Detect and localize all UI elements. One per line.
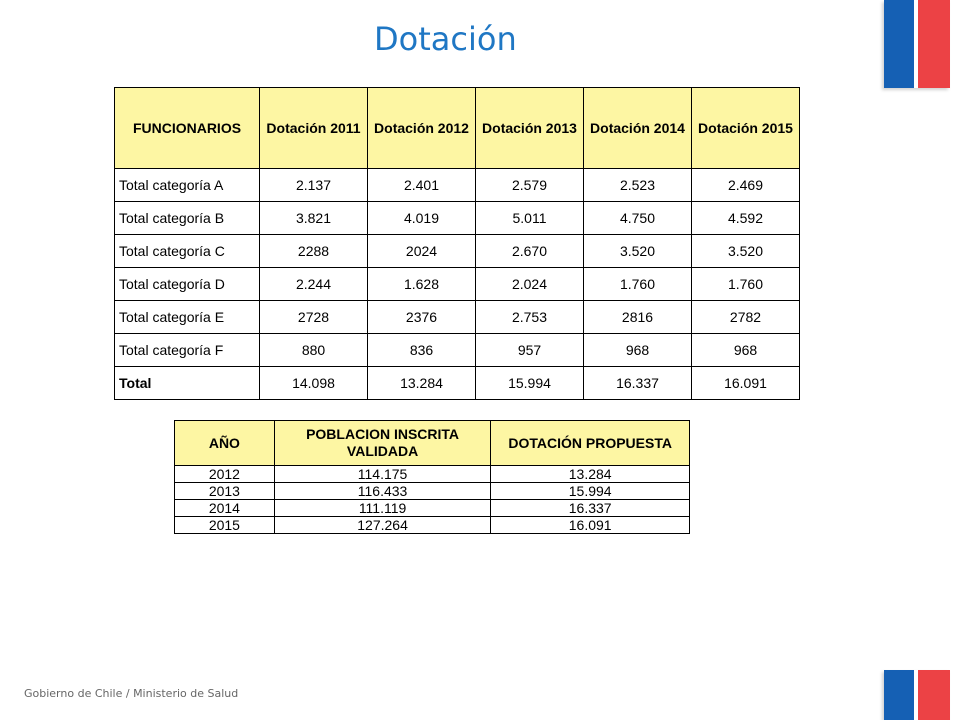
table-cell: 4.750	[583, 201, 692, 235]
table-cell: 111.119	[273, 499, 492, 517]
table-cell: 15.994	[475, 366, 584, 400]
table-header-row: AÑO POBLACION INSCRITA VALIDADA DOTACIÓN…	[174, 420, 690, 466]
footer-text: Gobierno de Chile / Ministerio de Salud	[24, 687, 239, 700]
table-row: 2012 114.175 13.284	[174, 465, 690, 483]
table-cell: 880	[259, 333, 368, 367]
row-label: Total categoría A	[114, 168, 260, 202]
table-cell: 2288	[259, 234, 368, 268]
table-cell: 2782	[691, 300, 800, 334]
table-cell: 14.098	[259, 366, 368, 400]
table-cell: 2.469	[691, 168, 800, 202]
table-cell: 1.760	[583, 267, 692, 301]
row-label: Total categoría C	[114, 234, 260, 268]
table-cell: 16.337	[583, 366, 692, 400]
table-cell: 3.821	[259, 201, 368, 235]
row-label: Total	[114, 366, 260, 400]
table-cell: 2014	[174, 499, 275, 517]
row-label: Total categoría D	[114, 267, 260, 301]
poblacion-table: AÑO POBLACION INSCRITA VALIDADA DOTACIÓN…	[174, 420, 690, 534]
header-cell: POBLACION INSCRITA VALIDADA	[273, 420, 492, 466]
table-cell: 16.091	[691, 366, 800, 400]
row-label: Total categoría B	[114, 201, 260, 235]
table-cell: 957	[475, 333, 584, 367]
table-cell: 2816	[583, 300, 692, 334]
table-cell: 2728	[259, 300, 368, 334]
table-cell: 4.019	[367, 201, 476, 235]
header-cell: DOTACIÓN PROPUESTA	[490, 420, 690, 466]
table-cell: 968	[583, 333, 692, 367]
table-cell: 114.175	[273, 465, 492, 483]
table-row: 2013 116.433 15.994	[174, 482, 690, 500]
table-cell: 2.523	[583, 168, 692, 202]
table-row: Total categoría E 2728 2376 2.753 2816 2…	[114, 300, 800, 334]
table-cell: 3.520	[691, 234, 800, 268]
table-row: Total categoría F 880 836 957 968 968	[114, 333, 800, 367]
table-cell: 2.670	[475, 234, 584, 268]
table-cell: 16.091	[490, 516, 690, 534]
table-cell: 2.579	[475, 168, 584, 202]
chile-flag-logo-bottom	[884, 670, 950, 720]
header-cell: Dotación 2012	[367, 87, 476, 169]
table-row: Total categoría B 3.821 4.019 5.011 4.75…	[114, 201, 800, 235]
table-cell: 2.137	[259, 168, 368, 202]
table-cell: 3.520	[583, 234, 692, 268]
dotacion-table: FUNCIONARIOS Dotación 2011 Dotación 2012…	[114, 87, 800, 400]
table-row: 2014 111.119 16.337	[174, 499, 690, 517]
table-cell: 1.760	[691, 267, 800, 301]
table-row: Total categoría C 2288 2024 2.670 3.520 …	[114, 234, 800, 268]
header-cell: Dotación 2011	[259, 87, 368, 169]
table-row: 2015 127.264 16.091	[174, 516, 690, 534]
header-cell: Dotación 2015	[691, 87, 800, 169]
table-cell: 2024	[367, 234, 476, 268]
header-cell: FUNCIONARIOS	[114, 87, 260, 169]
table-cell: 16.337	[490, 499, 690, 517]
table-cell: 2015	[174, 516, 275, 534]
table-row: Total categoría D 2.244 1.628 2.024 1.76…	[114, 267, 800, 301]
table-row: Total categoría A 2.137 2.401 2.579 2.52…	[114, 168, 800, 202]
table-cell: 127.264	[273, 516, 492, 534]
table-cell: 2376	[367, 300, 476, 334]
header-cell: Dotación 2013	[475, 87, 584, 169]
table-cell: 13.284	[490, 465, 690, 483]
table-cell: 5.011	[475, 201, 584, 235]
table-cell: 2.753	[475, 300, 584, 334]
total-row: Total 14.098 13.284 15.994 16.337 16.091	[114, 366, 800, 400]
table-cell: 2.401	[367, 168, 476, 202]
chile-flag-logo	[884, 0, 950, 88]
table-cell: 2.244	[259, 267, 368, 301]
header-cell: AÑO	[174, 420, 275, 466]
row-label: Total categoría F	[114, 333, 260, 367]
table-cell: 836	[367, 333, 476, 367]
table-cell: 13.284	[367, 366, 476, 400]
table-cell: 2012	[174, 465, 275, 483]
table-cell: 2.024	[475, 267, 584, 301]
table-cell: 1.628	[367, 267, 476, 301]
table-header-row: FUNCIONARIOS Dotación 2011 Dotación 2012…	[114, 87, 800, 169]
table-cell: 116.433	[273, 482, 492, 500]
row-label: Total categoría E	[114, 300, 260, 334]
page-title: Dotación	[374, 20, 517, 58]
table-cell: 4.592	[691, 201, 800, 235]
table-cell: 15.994	[490, 482, 690, 500]
table-cell: 2013	[174, 482, 275, 500]
header-cell: Dotación 2014	[583, 87, 692, 169]
table-cell: 968	[691, 333, 800, 367]
